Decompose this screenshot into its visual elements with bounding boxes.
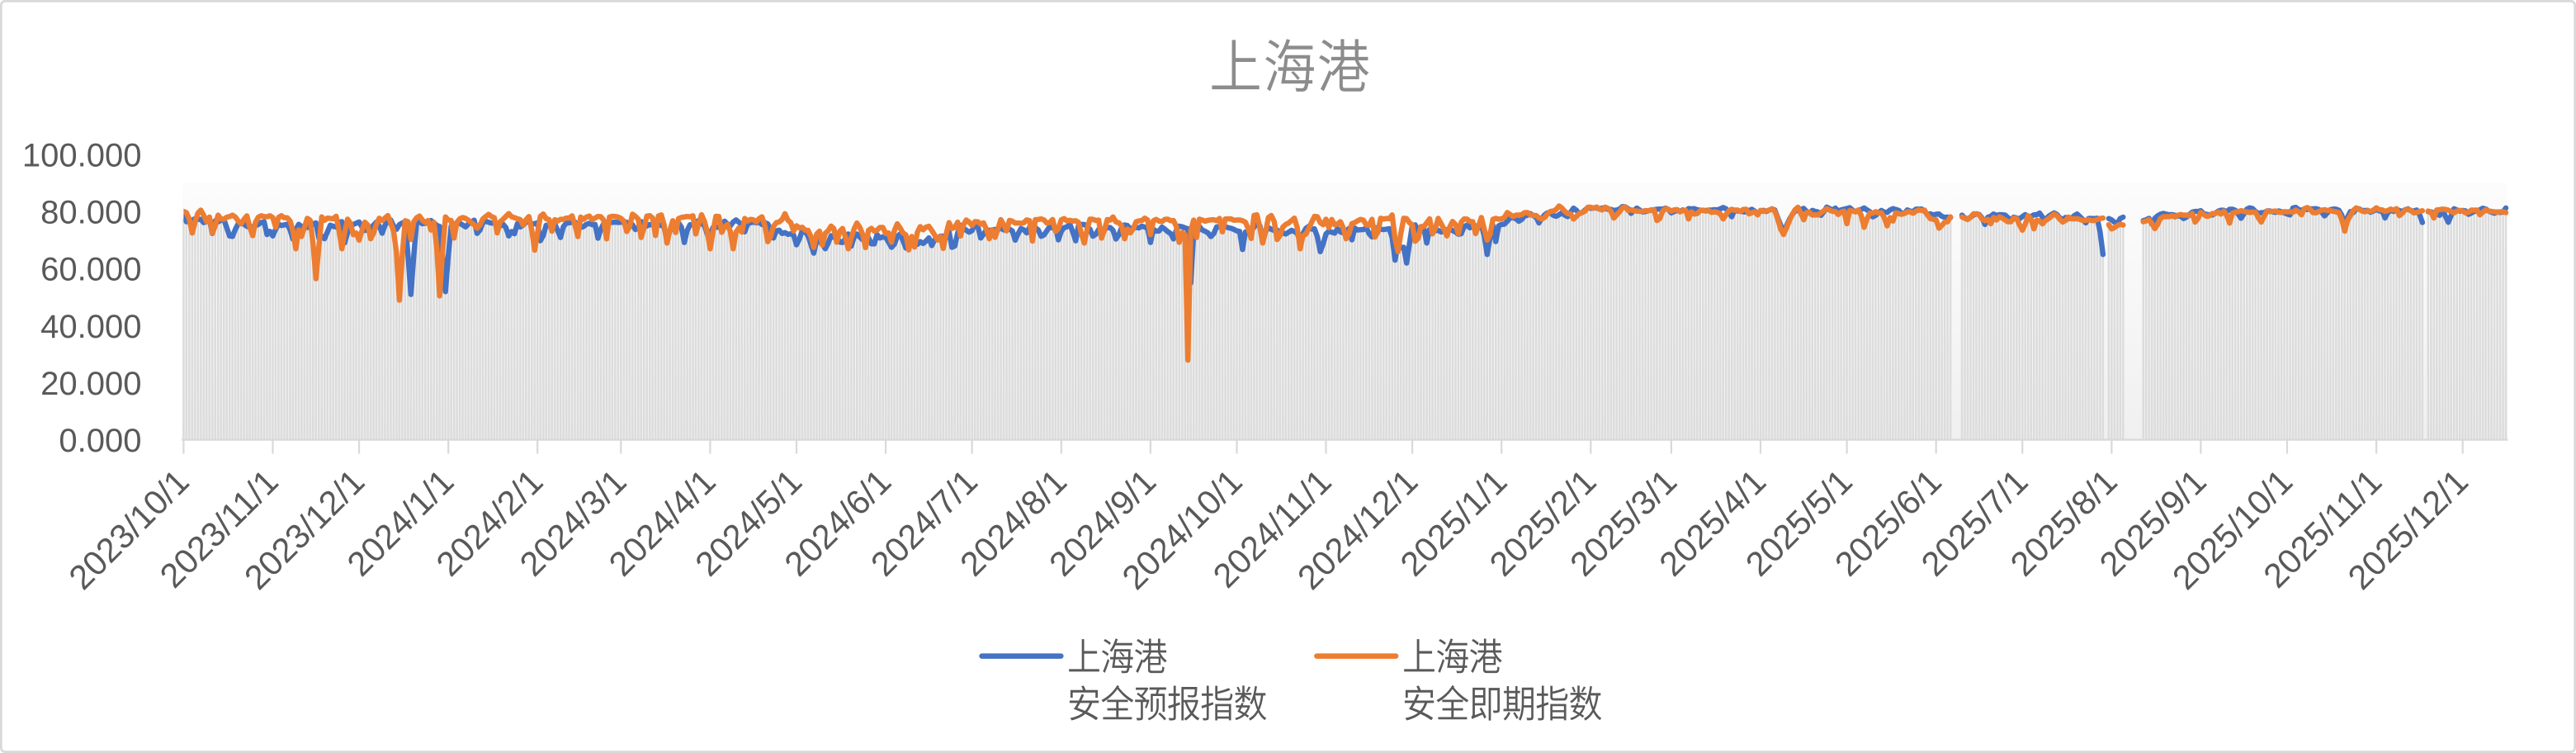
svg-text:20.000: 20.000: [40, 366, 141, 402]
svg-text:0.000: 0.000: [59, 423, 141, 459]
svg-text:100.000: 100.000: [22, 137, 142, 173]
svg-text:60.000: 60.000: [40, 252, 141, 288]
svg-text:80.000: 80.000: [40, 195, 141, 231]
svg-text:40.000: 40.000: [40, 309, 141, 345]
